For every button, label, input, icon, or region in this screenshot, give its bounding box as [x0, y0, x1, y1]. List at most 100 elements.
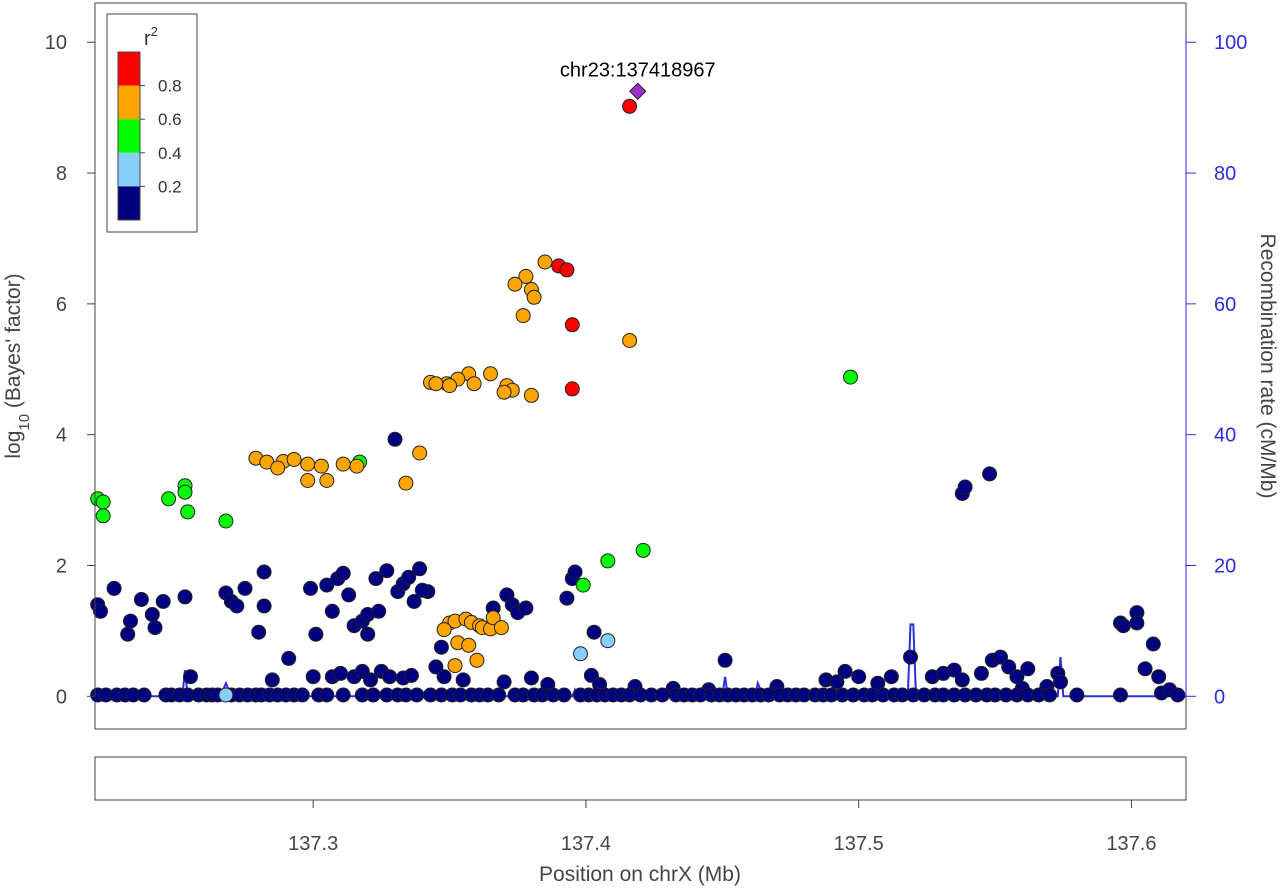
snp-point [993, 649, 1008, 665]
lead-snp-diamond-marker [629, 82, 647, 101]
snp-point [335, 565, 351, 581]
snp-point [414, 582, 430, 598]
snp-point [398, 475, 414, 491]
snp-point [133, 592, 149, 607]
snp-point [403, 667, 419, 683]
snp-point [294, 687, 310, 703]
snp-point [305, 669, 321, 685]
snp-point [218, 687, 234, 703]
snp-point [518, 600, 534, 616]
snp-point [635, 542, 651, 558]
snp-point [954, 672, 970, 688]
snp-point [1145, 636, 1161, 652]
legend-title: r2 [144, 24, 158, 50]
snp-point [183, 669, 198, 685]
snp-point [428, 376, 444, 392]
legend-swatch [118, 152, 140, 187]
snp-point [1042, 687, 1058, 703]
snp-point [363, 672, 378, 688]
snp-point [1170, 687, 1186, 703]
snp-point [485, 610, 501, 626]
snp-point [496, 384, 512, 400]
snp-point [436, 622, 452, 638]
snp-point [136, 687, 152, 703]
snp-point [251, 624, 267, 640]
snp-point [300, 456, 316, 472]
snp-point [1115, 618, 1131, 634]
left-axis-ticks: 0 2 4 6 8 10 [45, 32, 95, 708]
snp-point [281, 650, 297, 666]
right-tick-label: 60 [1214, 294, 1236, 316]
legend-label: 0.6 [158, 110, 182, 129]
legend-swatch [118, 186, 140, 220]
snp-point [556, 687, 572, 703]
snp-point [575, 577, 591, 593]
snp-point [717, 652, 733, 668]
y-axis-title-subscript: 10 [16, 414, 33, 431]
snp-point [837, 663, 853, 679]
snp-point [155, 594, 171, 609]
snp-point [622, 98, 638, 114]
snp-point [371, 603, 387, 619]
snp-point [455, 672, 471, 688]
snp-point [523, 387, 539, 403]
snp-point [319, 473, 335, 488]
snp-point [349, 458, 365, 474]
snp-point [406, 594, 422, 609]
left-tick-label: 10 [45, 32, 67, 54]
plot-frame [94, 2, 1187, 730]
legend-swatches [117, 51, 141, 221]
snp-point [843, 369, 858, 385]
snp-point [586, 624, 602, 640]
snp-point [600, 553, 616, 569]
snp-point [442, 378, 458, 394]
snp-point [256, 564, 272, 580]
snp-point [1151, 669, 1167, 685]
snp-point [300, 473, 316, 488]
right-tick-label: 0 [1214, 686, 1225, 708]
snp-point [360, 626, 376, 642]
right-tick-label: 40 [1214, 425, 1236, 447]
snp-point [324, 603, 340, 619]
snp-point [313, 458, 329, 474]
x-tick-label: 137.3 [288, 833, 338, 855]
legend-title-base: r [144, 28, 151, 50]
snp-points [90, 98, 1186, 703]
snp-point [526, 289, 542, 305]
snp-point [123, 613, 138, 629]
y-axis-title-log: log [2, 431, 25, 459]
snp-point [177, 484, 193, 500]
snp-point [319, 687, 335, 703]
snp-point [564, 317, 580, 333]
snp-point [161, 491, 177, 507]
snp-point [957, 479, 973, 495]
snp-point [379, 563, 395, 579]
snp-point [401, 569, 417, 585]
snp-point [177, 589, 193, 605]
left-tick-label: 2 [56, 555, 67, 577]
snp-point [335, 687, 351, 703]
legend-swatch [118, 52, 140, 86]
x-axis-ticks: 137.3 137.4 137.5 137.6 [288, 800, 1156, 855]
snp-point [1137, 661, 1153, 677]
snp-point [147, 620, 163, 636]
snp-point [982, 466, 998, 482]
snp-point [483, 366, 498, 382]
x-tick-label: 137.6 [1106, 833, 1156, 855]
snp-point [491, 687, 507, 703]
snp-point [573, 646, 588, 662]
snp-point [559, 262, 575, 278]
snp-point [493, 620, 509, 636]
left-tick-label: 8 [56, 163, 67, 185]
snp-point [461, 637, 477, 653]
lead-snp-label: chr23:137418967 [560, 59, 716, 81]
y2-axis-title: Recombination rate (cM/Mb) [1256, 234, 1279, 499]
snp-point [903, 649, 918, 665]
snp-point [368, 571, 384, 587]
x-tick-label: 137.5 [834, 833, 884, 855]
x-tick-label: 137.4 [561, 833, 611, 855]
right-tick-label: 100 [1214, 32, 1247, 54]
snp-point [567, 564, 583, 580]
legend-swatch [118, 85, 140, 120]
y-axis-title-rest: (Bayes' factor) [2, 273, 25, 414]
